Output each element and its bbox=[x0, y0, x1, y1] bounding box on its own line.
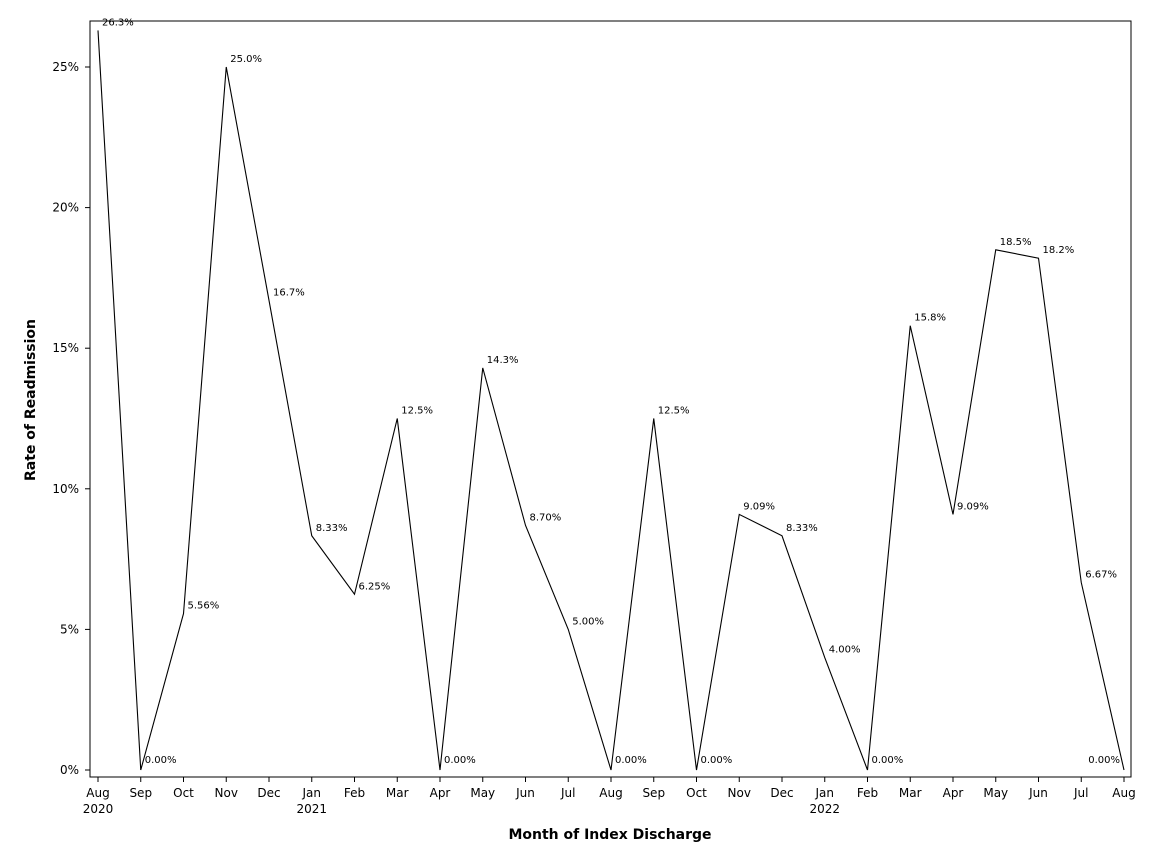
data-label: 0.00% bbox=[615, 755, 647, 766]
x-tick-year-label: 2021 bbox=[296, 802, 327, 816]
x-tick-label: Aug bbox=[1112, 786, 1135, 800]
x-tick-label: Apr bbox=[943, 786, 964, 800]
x-tick-label: Oct bbox=[173, 786, 194, 800]
y-tick-label: 0% bbox=[60, 763, 79, 777]
data-label: 12.5% bbox=[401, 406, 433, 417]
x-tick-label: Nov bbox=[728, 786, 751, 800]
y-tick-label: 5% bbox=[60, 622, 79, 636]
x-tick-label: Dec bbox=[770, 786, 793, 800]
x-tick-label: Jul bbox=[1073, 786, 1088, 800]
data-label: 15.8% bbox=[914, 313, 946, 324]
y-tick-label: 20% bbox=[52, 201, 79, 215]
x-tick-label: Sep bbox=[129, 786, 152, 800]
data-label: 9.09% bbox=[743, 501, 775, 512]
x-tick-label: Jul bbox=[560, 786, 575, 800]
x-tick-label: Jan bbox=[302, 786, 322, 800]
data-label: 5.56% bbox=[188, 601, 220, 612]
x-tick-label: Apr bbox=[430, 786, 451, 800]
data-label: 0.00% bbox=[1088, 755, 1120, 766]
x-tick-label: Feb bbox=[857, 786, 878, 800]
data-label: 6.67% bbox=[1085, 569, 1117, 580]
series-line bbox=[97, 30, 1125, 771]
data-label: 0.00% bbox=[701, 755, 733, 766]
data-label: 26.3% bbox=[102, 17, 134, 28]
y-tick-label: 25% bbox=[52, 60, 79, 74]
x-tick-label: Jun bbox=[515, 786, 535, 800]
data-label: 14.3% bbox=[487, 355, 519, 366]
x-tick-label: Oct bbox=[686, 786, 707, 800]
x-tick-label: Mar bbox=[386, 786, 409, 800]
plot-frame bbox=[89, 20, 1132, 778]
data-label: 8.33% bbox=[316, 523, 348, 534]
data-label: 6.25% bbox=[359, 581, 391, 592]
y-tick-label: 10% bbox=[52, 482, 79, 496]
x-tick-label: Feb bbox=[344, 786, 365, 800]
x-tick-year-label: 2020 bbox=[83, 802, 114, 816]
data-label: 8.33% bbox=[786, 523, 818, 534]
data-label: 0.00% bbox=[444, 755, 476, 766]
data-label: 0.00% bbox=[872, 755, 904, 766]
x-tick-label: Jan bbox=[815, 786, 835, 800]
y-axis-title: Rate of Readmission bbox=[23, 319, 39, 481]
x-tick-label: Nov bbox=[215, 786, 238, 800]
x-tick-label: Mar bbox=[899, 786, 922, 800]
data-label: 16.7% bbox=[273, 287, 305, 298]
y-axis: 0% 5% 10% 15% 20% 25% bbox=[52, 60, 90, 777]
data-label: 5.00% bbox=[572, 616, 604, 627]
data-label: 18.2% bbox=[1043, 245, 1075, 256]
x-tick-label: May bbox=[470, 786, 495, 800]
data-label: 25.0% bbox=[230, 54, 262, 65]
data-label-layer: 26.3% 0.00% 5.56% 25.0% 16.7% 8.33% 6.25% 12.5%… bbox=[102, 17, 1120, 766]
y-tick-label: 15% bbox=[52, 341, 79, 355]
data-label: 18.5% bbox=[1000, 237, 1032, 248]
data-label: 12.5% bbox=[658, 406, 690, 417]
x-tick-year-label: 2022 bbox=[809, 802, 840, 816]
data-label: 9.09% bbox=[957, 501, 989, 512]
x-tick-label: Aug bbox=[599, 786, 622, 800]
x-tick-label: Aug bbox=[86, 786, 109, 800]
x-axis-title: Month of Index Discharge bbox=[508, 827, 711, 843]
x-tick-label: Sep bbox=[642, 786, 665, 800]
x-tick-label: Dec bbox=[257, 786, 280, 800]
series-layer bbox=[97, 30, 1125, 771]
x-tick-label: Jun bbox=[1028, 786, 1048, 800]
x-axis: Aug 2020 Sep Oct Nov Dec Jan 2021 Feb Mar Apr May Ju… bbox=[83, 777, 1136, 816]
data-label: 0.00% bbox=[145, 755, 177, 766]
data-label: 8.70% bbox=[530, 512, 562, 523]
data-label: 4.00% bbox=[829, 645, 861, 656]
x-tick-label: May bbox=[983, 786, 1008, 800]
